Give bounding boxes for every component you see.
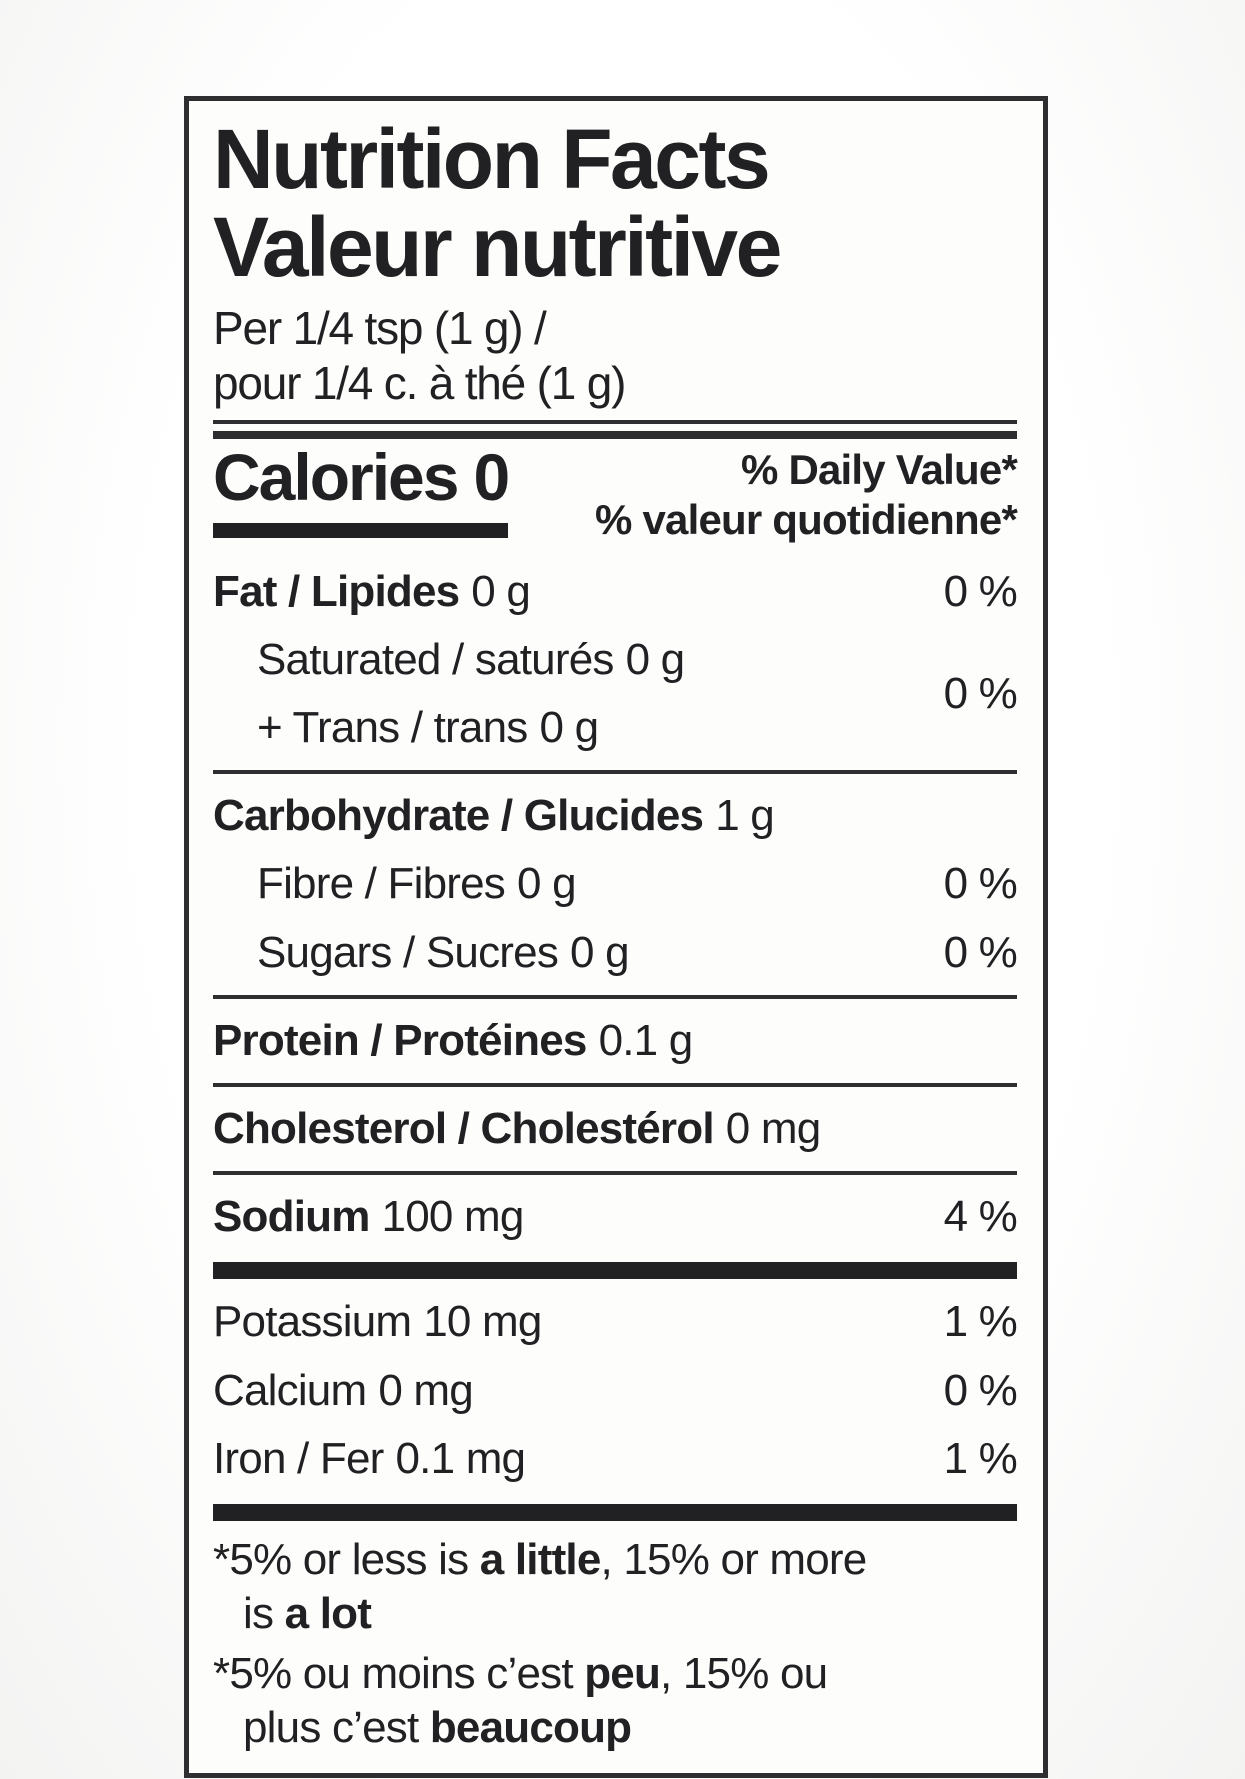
daily-value: 0 % [943, 859, 1018, 909]
nutrient-text: Calcium 0 mg [213, 1357, 474, 1425]
nutrient-name: Calcium [213, 1365, 367, 1415]
nutrient-row-saturated-trans: Saturated / saturés 0 g + Trans / trans 0 g… [213, 626, 1018, 762]
nutrient-name: Potassium [213, 1297, 412, 1347]
header-divider-thick-line [213, 430, 1017, 439]
nutrient-row-cholesterol: Cholesterol / Cholestérol 0 mg [213, 1095, 1017, 1163]
daily-value: 4 % [943, 1192, 1018, 1242]
nutrient-row-calcium: Calcium 0 mg 0 % [213, 1357, 1018, 1425]
footnote-fr-line-1: *5% ou moins c’est peu, 15% ou [213, 1647, 1017, 1701]
nutrient-text: Protein / Protéines 0.1 g [213, 1007, 694, 1075]
footnote-en-line-1: *5% or less is a little, 15% or more [213, 1533, 1017, 1587]
nutrient-line: + Trans / trans 0 g [257, 694, 684, 762]
calories-text: Calories 0 [213, 439, 510, 514]
daily-value: 0 % [943, 1365, 1018, 1415]
section-divider [213, 1262, 1017, 1280]
row-divider [213, 1083, 1017, 1087]
calories-value: 0 [473, 439, 510, 514]
nutrient-text: Potassium 10 mg [213, 1288, 542, 1356]
nutrient-name: Fat / Lipides [213, 566, 460, 616]
daily-value-header-fr: % valeur quotidienne* [595, 496, 1018, 544]
nutrient-row-fat: Fat / Lipides 0 g 0 % [213, 558, 1018, 626]
header-divider [213, 419, 1017, 439]
nutrient-text: Cholesterol / Cholestérol 0 mg [213, 1095, 821, 1163]
title-en: Nutrition Facts [213, 112, 771, 206]
footnote-segment: beaucoup [429, 1703, 632, 1753]
header-divider-thin-line [213, 419, 1017, 424]
nutrient-name: Sugars / Sucres [257, 927, 559, 977]
nutrient-text: Fat / Lipides 0 g [213, 558, 531, 626]
nutrient-amount: 0 g [539, 703, 599, 753]
nutrient-name: + Trans / trans [257, 703, 528, 753]
footnote-segment: , 15% ou [660, 1649, 828, 1699]
nutrient-name: Fibre / Fibres [257, 859, 506, 909]
nutrient-amount: 0 g [471, 566, 531, 616]
footnote-segment: a lot [284, 1589, 372, 1639]
nutrient-amount: 0 mg [378, 1365, 473, 1415]
nutrient-amount: 10 mg [423, 1297, 542, 1347]
daily-value: 0 % [943, 566, 1018, 616]
nutrient-text: Saturated / saturés 0 g + Trans / trans 0 g [213, 626, 686, 762]
nutrient-text: Iron / Fer 0.1 mg [213, 1425, 527, 1493]
nutrient-name: Cholesterol / Cholestérol [213, 1104, 715, 1153]
title-fr: Valeur nutritive [213, 200, 782, 295]
nutrient-name: Protein / Protéines [213, 1015, 587, 1065]
nutrient-name: Saturated / saturés [257, 634, 614, 684]
nutrient-amount: 0 g [570, 927, 630, 977]
nutrient-text: Carbohydrate / Glucides 1 g [213, 782, 775, 850]
serving-size-fr: pour 1/4 c. à thé (1 g) [213, 356, 626, 409]
footnote-fr-line-2: plus c’est beaucoup [213, 1701, 1017, 1755]
nutrient-row-sodium: Sodium 100 mg 4 % [213, 1183, 1018, 1251]
nutrient-amount: 0 mg [725, 1104, 821, 1153]
nutrient-amount: 0 g [516, 859, 577, 909]
nutrient-row-iron: Iron / Fer 0.1 mg 1 % [213, 1425, 1018, 1493]
calories-block: Calories 0 [213, 439, 510, 539]
nutrient-row-potassium: Potassium 10 mg 1 % [213, 1288, 1018, 1356]
nutrient-row-carbohydrate: Carbohydrate / Glucides 1 g [213, 782, 1017, 850]
footnote-en-line-2: is a lot [213, 1587, 1017, 1641]
nutrient-row-sugars: Sugars / Sucres 0 g 0 % [213, 919, 1018, 987]
footnote-segment: a little [479, 1534, 602, 1584]
row-divider [213, 770, 1017, 775]
daily-value-header: % Daily Value* % valeur quotidienne* [595, 443, 1018, 546]
daily-value-header-en: % Daily Value* [741, 445, 1018, 493]
daily-value: 0 % [943, 668, 1018, 718]
nutrient-amount: 0.1 mg [395, 1433, 527, 1483]
footnote-segment: plus c’est [243, 1703, 430, 1753]
footnote-fr: *5% ou moins c’est peu, 15% ou plus c’est… [213, 1647, 1017, 1755]
calories-underline [213, 523, 509, 539]
nutrient-amount: 100 mg [381, 1192, 525, 1242]
header-divider-gap [213, 424, 1017, 431]
nutrient-text: Fibre / Fibres 0 g [213, 850, 577, 918]
footnote-en: *5% or less is a little, 15% or more is a… [213, 1533, 1017, 1641]
nutrient-text: Sodium 100 mg [213, 1183, 524, 1251]
nutrient-row-protein: Protein / Protéines 0.1 g [213, 1007, 1017, 1075]
calories-section: Calories 0 % Daily Value* % valeur quotid… [213, 439, 1018, 546]
nutrient-line: Saturated / saturés 0 g [257, 626, 686, 694]
row-divider [213, 1171, 1017, 1176]
daily-value: 1 % [943, 1433, 1018, 1483]
nutrient-row-fibre: Fibre / Fibres 0 g 0 % [213, 850, 1018, 918]
footnote-segment: *5% or less is [213, 1534, 480, 1584]
daily-value: 0 % [943, 927, 1018, 977]
nutrient-amount: 0.1 g [598, 1015, 694, 1065]
nutrition-facts-label: Nutrition Facts Valeur nutritive Per 1/4… [184, 96, 1048, 1779]
daily-value: 1 % [943, 1297, 1018, 1347]
calories-label: Calories [213, 439, 459, 514]
nutrient-amount: 1 g [715, 791, 775, 841]
footnote-segment: *5% ou moins c’est [213, 1649, 585, 1699]
row-divider [213, 994, 1017, 999]
nutrient-name: Carbohydrate / Glucides [213, 791, 704, 841]
footnote-segment: , 15% or more [600, 1534, 868, 1584]
section-divider [213, 1503, 1017, 1521]
serving-size-en: Per 1/4 tsp (1 g) / [213, 302, 547, 355]
footnote-segment: peu [584, 1649, 661, 1699]
nutrient-amount: 0 g [625, 634, 686, 684]
footnote-segment: is [243, 1589, 285, 1639]
footnotes: *5% or less is a little, 15% or more is a… [213, 1533, 1017, 1755]
nutrient-name: Sodium [213, 1192, 370, 1242]
nutrient-name: Iron / Fer [213, 1433, 384, 1483]
nutrient-text: Sugars / Sucres 0 g [213, 919, 630, 987]
